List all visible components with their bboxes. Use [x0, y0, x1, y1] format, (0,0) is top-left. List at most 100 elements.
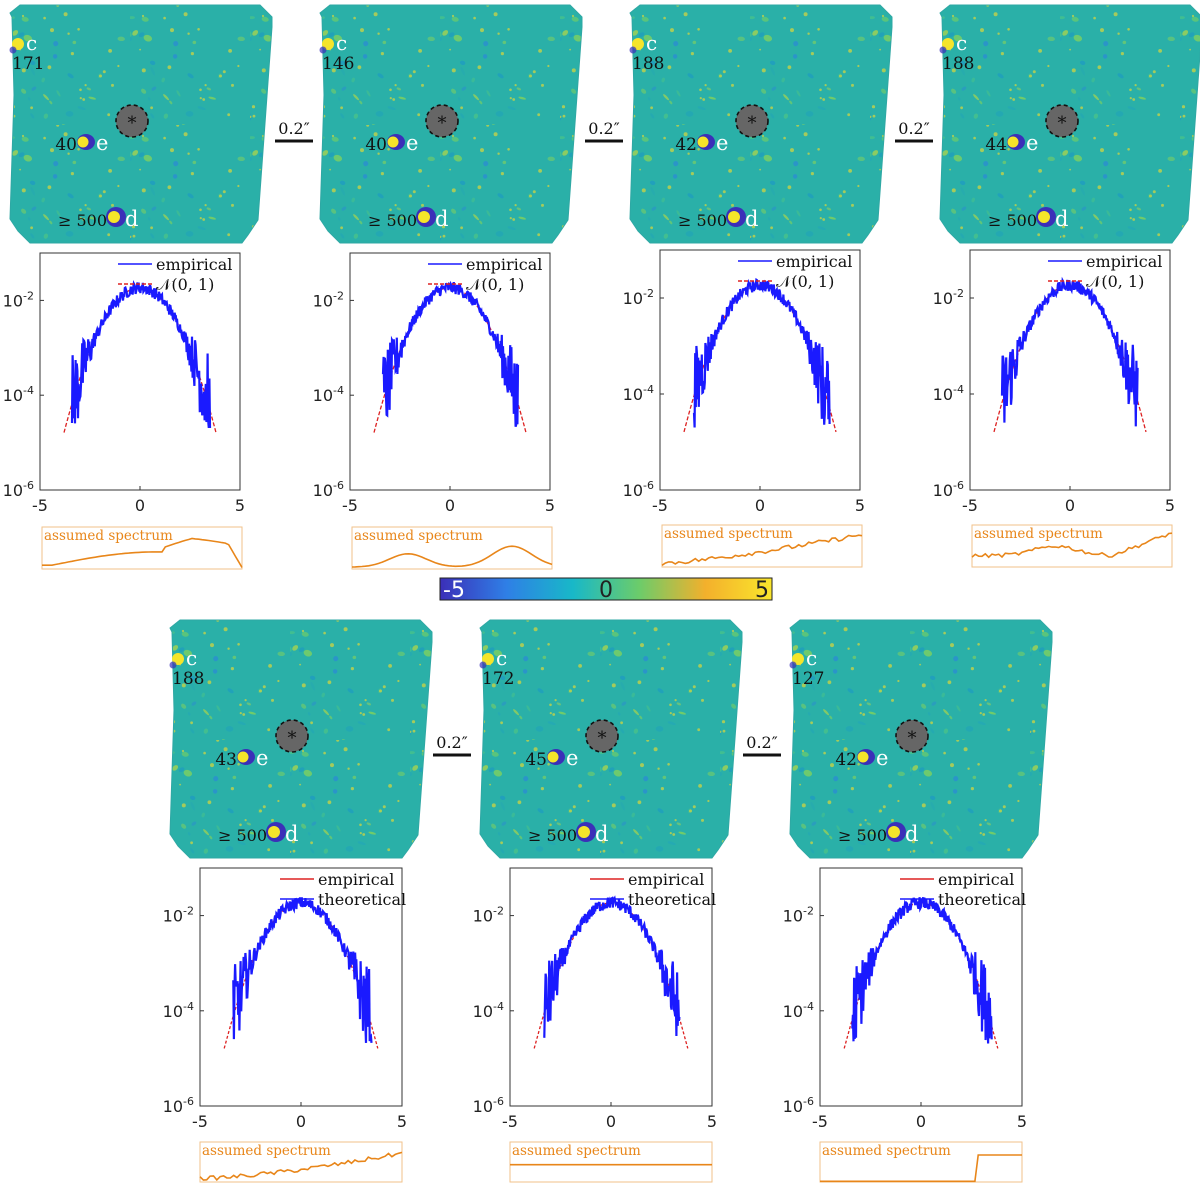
source-e-label: e — [406, 131, 418, 155]
spectrum-frame — [819, 1141, 1023, 1183]
x-tick-label: 0 — [445, 496, 455, 515]
snr-d-value: ≥ 500 — [218, 826, 267, 845]
snr-c-value: 188 — [172, 669, 204, 689]
source-c-label: c — [646, 31, 657, 55]
legend-label-1: empirical — [628, 870, 704, 889]
star-mask — [585, 719, 619, 753]
y-tick-label: 10-4 — [933, 383, 964, 404]
y-tick-label: 10-2 — [933, 287, 964, 308]
source-d-label: d — [905, 822, 918, 846]
spectrum-curve — [351, 545, 553, 568]
spectrum-label: assumed spectrum — [512, 1143, 641, 1159]
snr-c-value: 146 — [322, 54, 354, 74]
spectrum-frame — [661, 524, 863, 568]
assumed-spectrum: assumed spectrum — [199, 1141, 403, 1183]
x-tick-label: 0 — [606, 1112, 616, 1131]
legend-label-2: theoretical — [628, 890, 716, 909]
y-tick-base: 10 — [313, 386, 333, 405]
source-c-ring — [789, 661, 797, 669]
y-tick-base: 10 — [933, 385, 953, 404]
star-marker: * — [288, 728, 297, 749]
y-tick-exponent: -4 — [953, 383, 964, 396]
x-tick-label: 0 — [1065, 496, 1075, 515]
source-e-blob — [237, 751, 249, 763]
x-tick-label: 5 — [855, 496, 865, 515]
y-tick-label: 10-4 — [783, 1000, 814, 1021]
x-tick-label: -5 — [652, 496, 668, 515]
snr-c-value: 188 — [942, 54, 974, 74]
y-tick-exponent: -4 — [643, 383, 654, 396]
source-e-label: e — [876, 746, 888, 770]
spectrum-curve — [820, 1154, 1022, 1183]
y-tick-label: 10-6 — [313, 479, 344, 500]
y-tick-label: 10-2 — [623, 287, 654, 308]
y-tick-base: 10 — [313, 291, 333, 310]
colorbar: -5 0 5 — [439, 577, 773, 603]
source-d-label: d — [595, 822, 608, 846]
source-d-blob — [418, 211, 430, 223]
y-tick-base: 10 — [473, 907, 493, 926]
y-tick-exponent: -6 — [643, 479, 654, 492]
y-tick-exponent: -6 — [953, 479, 964, 492]
snr-c-value: 127 — [792, 669, 824, 689]
scale-bar-3: 0.2″ — [895, 119, 933, 143]
y-tick-base: 10 — [783, 1002, 803, 1021]
y-tick-exponent: -2 — [803, 905, 814, 918]
y-tick-base: 10 — [783, 907, 803, 926]
source-e-label: e — [96, 131, 108, 155]
snr-d-value: ≥ 500 — [58, 211, 107, 230]
y-tick-exponent: -4 — [493, 1000, 504, 1013]
source-c-blob — [172, 653, 184, 665]
star-mask — [895, 719, 929, 753]
x-tick-label: 5 — [397, 1112, 407, 1131]
y-tick-exponent: -4 — [183, 1000, 194, 1013]
star-marker: * — [128, 113, 137, 134]
y-tick-label: 10-6 — [473, 1095, 504, 1116]
y-tick-exponent: -2 — [493, 905, 504, 918]
y-tick-label: 10-6 — [783, 1095, 814, 1116]
y-tick-base: 10 — [163, 907, 183, 926]
y-tick-label: 10-2 — [3, 289, 34, 310]
snr-c-value: 171 — [12, 54, 44, 74]
y-tick-exponent: -4 — [333, 384, 344, 397]
y-tick-base: 10 — [3, 481, 23, 500]
legend-label-2: 𝒩(0, 1) — [776, 272, 834, 291]
scale-bar-label: 0.2″ — [746, 733, 777, 752]
y-tick-base: 10 — [163, 1097, 183, 1116]
assumed-spectrum: assumed spectrum — [41, 526, 243, 570]
y-tick-exponent: -2 — [643, 287, 654, 300]
snr-c-value: 188 — [632, 54, 664, 74]
legend-label-2: 𝒩(0, 1) — [156, 275, 214, 294]
scale-bars: 0.2″ 0.2″ 0.2″ 0.2″ 0.2″ — [275, 119, 933, 757]
spectrum-frame — [41, 526, 243, 570]
source-c-blob — [632, 38, 644, 50]
spectrum-curve — [42, 537, 243, 568]
x-tick-label: 5 — [707, 1112, 717, 1131]
source-d-label: d — [435, 207, 448, 231]
star-marker: * — [438, 113, 447, 134]
scale-bar-label: 0.2″ — [588, 119, 619, 138]
y-tick-base: 10 — [3, 386, 23, 405]
source-e-label: e — [566, 746, 578, 770]
y-tick-label: 10-2 — [163, 905, 194, 926]
source-d-blob — [888, 826, 900, 838]
y-tick-exponent: -4 — [23, 384, 34, 397]
source-d-blob — [268, 826, 280, 838]
source-c-label: c — [336, 31, 347, 55]
y-tick-base: 10 — [623, 481, 643, 500]
